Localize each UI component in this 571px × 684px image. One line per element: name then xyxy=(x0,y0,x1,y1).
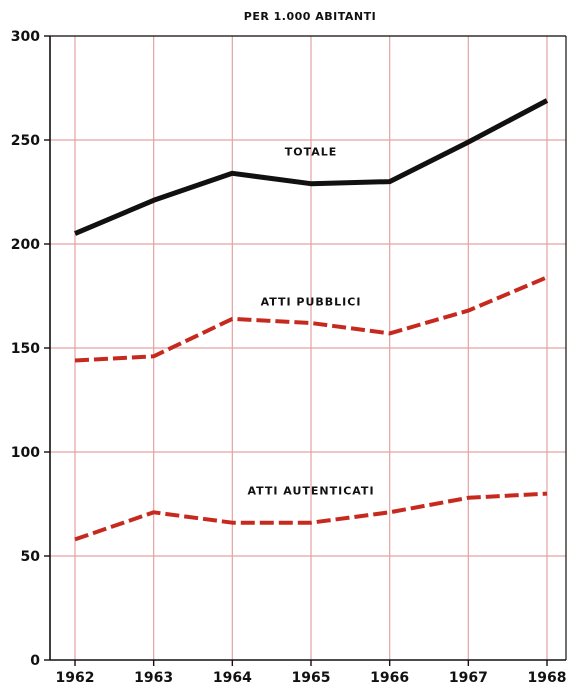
x-tick-label: 1968 xyxy=(528,670,567,684)
y-tick-label: 300 xyxy=(11,29,40,45)
series-line-atti-pubblici xyxy=(74,275,548,363)
x-tick-label: 1967 xyxy=(449,670,488,684)
series-line-totale xyxy=(74,98,549,236)
axes: 0 50 100 150 200 250 300 1962 1963 1964 1965 1966 19… xyxy=(11,29,567,684)
y-tick-label: 250 xyxy=(11,133,40,149)
y-tick-label: 150 xyxy=(11,341,40,357)
x-tick-label: 1966 xyxy=(370,670,409,684)
series-label-atti-pubblici: ATTI PUBBLICI xyxy=(261,295,362,308)
series-label-atti-autenticati: ATTI AUTENTICATI xyxy=(247,485,374,498)
x-tick-label: 1962 xyxy=(56,670,95,684)
y-tick-label: 200 xyxy=(11,237,40,253)
y-tick-label: 0 xyxy=(30,653,40,669)
series-label-totale: TOTALE xyxy=(285,146,338,159)
x-tick-label: 1965 xyxy=(292,670,331,684)
series-group xyxy=(74,98,549,542)
y-tick-label: 100 xyxy=(11,445,40,461)
x-tick-label: 1964 xyxy=(213,670,252,684)
series-line-atti-autenticati xyxy=(74,491,548,542)
x-tick-label: 1963 xyxy=(134,670,173,684)
series-labels: TOTALE ATTI PUBBLICI ATTI AUTENTICATI xyxy=(247,146,374,498)
chart-title: PER 1.000 ABITANTI xyxy=(244,10,376,23)
y-tick-label: 50 xyxy=(21,549,41,565)
